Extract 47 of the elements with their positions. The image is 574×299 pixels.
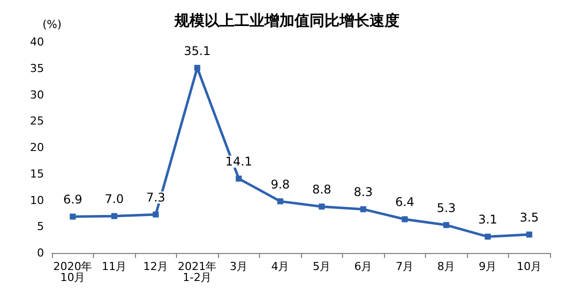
x-tick-label: 11月: [102, 260, 127, 273]
text: 14.1: [225, 154, 252, 169]
point: [277, 198, 284, 204]
point: [111, 213, 118, 220]
x-tick-label: 2021年 1-2月: [178, 260, 217, 284]
text: 9.8: [270, 177, 290, 192]
text: 35.1: [184, 44, 211, 58]
x-tick-label: 6月: [354, 260, 372, 273]
point: [70, 214, 76, 220]
text: 7.3: [146, 190, 166, 204]
text: 5.3: [436, 201, 456, 216]
y-tick-label: 10: [30, 194, 44, 207]
point: [236, 176, 242, 182]
point: [484, 234, 491, 240]
x-tick-label: 4月: [271, 260, 290, 273]
text: 6.4: [395, 195, 414, 210]
y-tick-label: 40: [30, 36, 44, 48]
y-tick-label: 20: [30, 141, 44, 154]
x-tick-label: 8月: [437, 260, 456, 273]
y-axis-title: (%): [42, 18, 62, 31]
point: [360, 206, 366, 212]
x-tick-label: 2020年 10月: [53, 260, 92, 284]
point: [402, 216, 408, 222]
y-tick-label: 30: [30, 88, 44, 102]
text: 3.1: [478, 212, 498, 227]
chart-title: 规模以上工业增加值同比增长速度: [174, 12, 400, 30]
x-tick-label: 10月: [516, 260, 542, 273]
text: 7.0: [104, 192, 124, 206]
point: [194, 64, 200, 71]
x-tick-label: 7月: [396, 260, 414, 273]
point: [152, 211, 159, 218]
text: 3.5: [520, 210, 539, 225]
y-tick-label: 15: [30, 167, 44, 180]
y-tick-label: 0: [37, 246, 44, 260]
x-tick-label: 12月: [143, 260, 168, 273]
text: 8.8: [312, 182, 332, 197]
y-tick-label: 25: [30, 114, 44, 128]
point: [526, 232, 532, 238]
point: [318, 204, 325, 210]
y-tick-label: 5: [37, 220, 44, 234]
x-tick-label: 9月: [478, 260, 497, 273]
x-tick-label: 3月: [230, 260, 248, 273]
text: 8.3: [354, 185, 373, 200]
point: [443, 222, 450, 228]
x-tick-label: 5月: [312, 260, 331, 273]
text: 6.9: [63, 192, 82, 207]
y-tick-label: 35: [30, 62, 44, 75]
